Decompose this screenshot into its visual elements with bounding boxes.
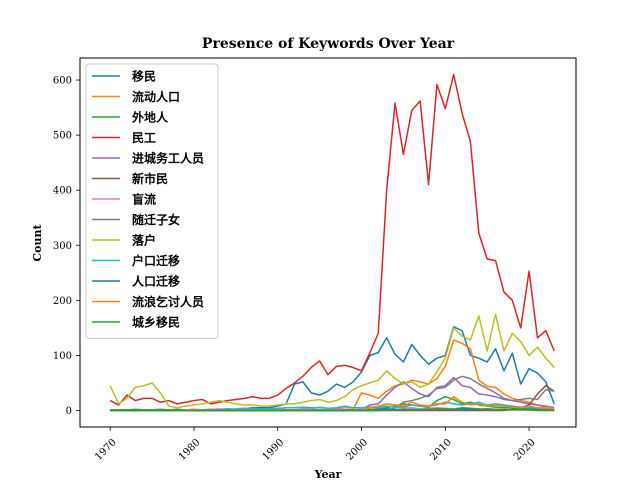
y-axis-label: Count (31, 223, 44, 261)
series-line-3 (109, 73, 555, 406)
y-tick-label-1: 100 (53, 351, 72, 362)
x-tick-label-4: 2010 (428, 437, 454, 463)
series-line-8 (109, 313, 555, 409)
legend-label-9: 户口迁移 (132, 253, 180, 268)
y-tick-label-5: 500 (53, 131, 72, 142)
legend: 移民流动人口外地人民工进城务工人员新市民盲流随迁子女落户户口迁移人口迁移流浪乞讨… (85, 63, 219, 339)
y-tick-label-3: 300 (53, 241, 72, 252)
x-tick-label-0: 1970 (93, 437, 119, 463)
legend-label-2: 外地人 (132, 110, 169, 125)
legend-label-1: 流动人口 (132, 89, 180, 104)
plot-lines (109, 73, 555, 412)
legend-label-4: 进城务工人员 (132, 151, 204, 166)
legend-label-0: 移民 (132, 69, 156, 84)
x-axis-ticks: 1970 1980 1990 2000 2010 2020 (93, 427, 538, 463)
y-tick-label-6: 600 (53, 76, 72, 87)
legend-label-3: 民工 (132, 131, 156, 145)
legend-label-6: 盲流 (132, 192, 156, 207)
y-axis-ticks: 0 100 200 300 400 500 600 (53, 76, 80, 417)
legend-label-5: 新市民 (132, 171, 168, 186)
x-tick-label-3: 2000 (344, 437, 370, 463)
y-tick-label-4: 400 (53, 186, 72, 197)
series-line-0 (110, 326, 555, 411)
legend-label-11: 流浪乞讨人员 (132, 294, 204, 309)
legend-label-12: 城乡移民 (132, 315, 180, 330)
x-tick-label-1: 1980 (177, 437, 203, 463)
series-line-12 (110, 406, 555, 412)
y-tick-label-0: 0 (66, 406, 72, 417)
y-tick-label-2: 200 (53, 296, 72, 307)
legend-label-7: 随迁子女 (132, 212, 180, 227)
legend-label-10: 人口迁移 (132, 274, 180, 289)
x-axis-label: Year (314, 468, 342, 480)
legend-box (85, 63, 219, 339)
x-tick-label-5: 2020 (512, 437, 538, 463)
chart-title: Presence of Keywords Over Year (202, 36, 455, 52)
x-tick-label-2: 1990 (261, 437, 287, 463)
plot-frame (79, 57, 577, 428)
legend-label-8: 落户 (132, 233, 156, 248)
